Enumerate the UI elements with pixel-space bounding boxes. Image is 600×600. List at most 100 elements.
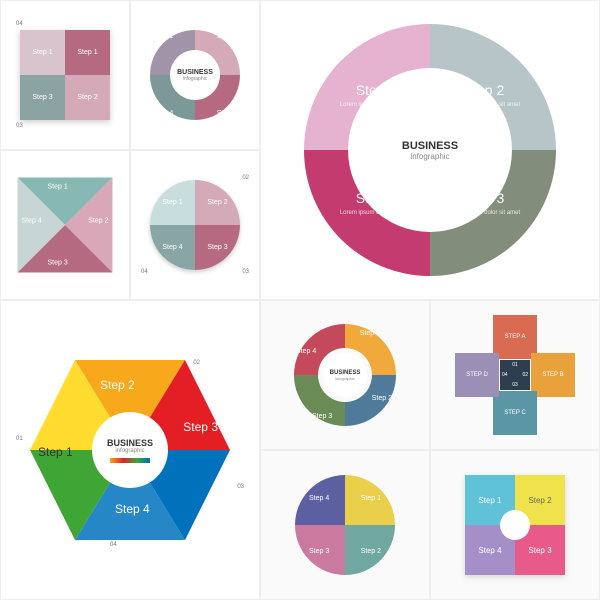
lorem: Lorem ipsum dolor sit amet — [438, 210, 530, 218]
sq-q4: Step 2 — [65, 75, 110, 120]
panel-square-2x2: Step 1 Step 1 Step 3 Step 2 04 03 — [0, 0, 130, 150]
center-label: BUSINESS infographic — [323, 353, 367, 397]
num-03: 03 — [237, 484, 244, 490]
step-label: Step 2 — [361, 548, 381, 555]
mini-donut: Step 1 Step 2 Step 3 Step 4 BUSINESS inf… — [290, 320, 400, 430]
center-title: BUSINESS — [107, 438, 153, 448]
panel-big-donut: Step 1 Lorem ipsum dolor sit amet Step 2… — [260, 0, 600, 300]
sq-q1: Step 1 — [20, 30, 65, 75]
num-01: 01 — [512, 362, 518, 368]
step-label: Step 4 — [162, 244, 182, 251]
step-label: Step 1 — [361, 495, 381, 502]
pie-q3: Step 3 — [195, 225, 240, 270]
step-label: Step 1 — [478, 496, 501, 505]
lorem: Lorem ipsum dolor sit amet — [438, 102, 530, 110]
cross-b: STEP B — [531, 353, 575, 397]
panel-triangles: Step 1 Step 2 Step 3 Step 4 — [0, 150, 130, 300]
num-04: 04 — [16, 21, 23, 27]
panel-arrow-circle: Step 1 Step 2 Step 3 Step 4 BUSINESS inf… — [130, 0, 260, 150]
step-label: STEP D — [466, 372, 488, 378]
triangle-square: Step 1 Step 2 Step 3 Step 4 — [18, 178, 113, 273]
step-label: Step 3 — [183, 420, 218, 434]
panel-bottom-right-group: Step 1 Step 2 Step 3 Step 4 BUSINESS inf… — [260, 300, 600, 600]
num-04: 04 — [502, 372, 508, 378]
hexagon: Step 2 Step 3 Step 4 Step 1 01 02 03 04 … — [20, 350, 240, 550]
panel-mini-donut: Step 1 Step 2 Step 3 Step 4 BUSINESS inf… — [260, 300, 430, 450]
center-sub: infographic — [335, 376, 355, 381]
panel-hexagon: Step 2 Step 3 Step 4 Step 1 01 02 03 04 … — [0, 300, 260, 600]
center-title: BUSINESS — [177, 69, 213, 76]
pie-q2: Step 2 — [195, 180, 240, 225]
pie-q4: Step 4 — [150, 225, 195, 270]
cross-c: STEP C — [493, 391, 537, 435]
step-label: Step 3 — [312, 413, 332, 420]
step-label: Step 1 — [48, 184, 68, 191]
step-label: Step 2 — [464, 82, 504, 98]
num-04: 04 — [141, 269, 148, 275]
step-label: STEP C — [504, 410, 526, 416]
tri-svg — [18, 178, 113, 273]
sq-q2: Step 1 — [65, 30, 110, 75]
step-label: Step 1 — [77, 49, 97, 56]
big-donut: Step 1 Lorem ipsum dolor sit amet Step 2… — [300, 20, 560, 280]
num-03: 03 — [16, 123, 23, 129]
step-label: Step 1 — [360, 330, 380, 337]
lorem: Lorem ipsum dolor sit amet — [330, 102, 422, 110]
step-label: STEP B — [542, 372, 563, 378]
cross-d: STEP D — [455, 353, 499, 397]
square-hole: Step 1 Step 2 Step 4 Step 3 — [465, 475, 565, 575]
panel-square-hole: Step 1 Step 2 Step 4 Step 3 — [430, 450, 600, 600]
panel-quarter-pie: Step 1 Step 2 Step 4 Step 3 02 03 04 — [130, 150, 260, 300]
panel-cross: STEP A STEP B STEP C STEP D 01 02 03 04 — [430, 300, 600, 450]
center-label: BUSINESS infographic — [175, 55, 215, 95]
step-label: Step 3 — [464, 190, 504, 206]
quarter-pie: Step 1 Step 2 Step 4 Step 3 — [150, 180, 240, 270]
step-label: Step 4 — [296, 348, 316, 355]
cross-squares: STEP A STEP B STEP C STEP D 01 02 03 04 — [455, 315, 575, 435]
step-label: Step 1 — [38, 445, 73, 459]
center-hole — [500, 510, 530, 540]
panel-flat-pie: Step 1 Step 2 Step 3 Step 4 — [260, 450, 430, 600]
step-label: Step 2 — [217, 33, 237, 40]
center-sub: infographic — [410, 152, 449, 161]
lorem: Lorem ipsum dolor sit amet — [330, 210, 422, 218]
flat-pie: Step 1 Step 2 Step 3 Step 4 — [295, 475, 395, 575]
step-label: Step 2 — [100, 378, 135, 392]
arrow-circle: Step 1 Step 2 Step 3 Step 4 BUSINESS inf… — [145, 25, 245, 125]
center-cube: 01 02 03 04 — [500, 360, 530, 390]
step-label: STEP A — [505, 334, 526, 340]
center-sub: infographic — [115, 448, 144, 454]
step-label: Step 1 — [162, 199, 182, 206]
infographic-collection: Step 1 Step 1 Step 3 Step 2 04 03 Step 1… — [0, 0, 600, 600]
step-label: Step 4 — [115, 502, 150, 516]
step-label: Step 3 — [32, 94, 52, 101]
step-label: Step 4 — [309, 495, 329, 502]
step-label: Step 2 — [77, 94, 97, 101]
num-01: 01 — [16, 436, 23, 442]
step-label: Step 2 — [372, 395, 392, 402]
pie-q1: Step 1 — [150, 180, 195, 225]
square-2x2: Step 1 Step 1 Step 3 Step 2 — [20, 30, 110, 120]
step-label: Step 4 — [478, 546, 501, 555]
num-03: 03 — [242, 269, 249, 275]
center-label: BUSINESS infographic — [385, 105, 475, 195]
step-label: Step 2 — [528, 496, 551, 505]
step-label: Step 3 — [217, 110, 237, 117]
num-04: 04 — [110, 542, 117, 548]
num-03: 03 — [512, 382, 518, 388]
step-label: Step 3 — [528, 546, 551, 555]
step-label: Step 2 — [88, 218, 108, 225]
step-label: Step 1 — [32, 49, 52, 56]
step-label: Step 3 — [309, 548, 329, 555]
step-label: Step 1 — [356, 82, 396, 98]
num-02: 02 — [193, 360, 200, 366]
num-02: 02 — [522, 372, 528, 378]
num-02: 02 — [242, 175, 249, 181]
step-label: Step 3 — [207, 244, 227, 251]
step-label: Step 3 — [48, 260, 68, 267]
center-label: BUSINESS infographic — [92, 412, 168, 488]
flat-pie-svg — [295, 475, 395, 575]
step-label: Step 1 — [153, 33, 173, 40]
step-label: Step 4 — [356, 190, 396, 206]
center-sub: infographic — [183, 76, 207, 82]
